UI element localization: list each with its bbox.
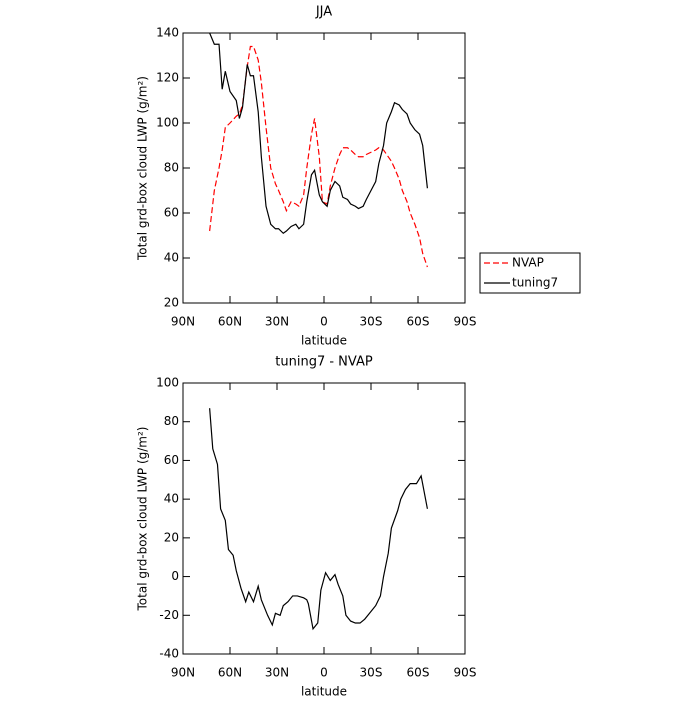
- x-tick-label: 30S: [360, 666, 383, 680]
- y-tick-label: 140: [156, 26, 179, 40]
- x-tick-label: 30N: [265, 666, 289, 680]
- y-tick-label: 100: [156, 376, 179, 390]
- y-tick-label: 60: [164, 453, 179, 467]
- legend-label: tuning7: [512, 276, 558, 290]
- x-tick-label: 60N: [218, 666, 242, 680]
- x-tick-label: 30N: [265, 315, 289, 329]
- y-axis-label: Total grd-box cloud LWP (g/m²): [136, 76, 150, 261]
- chart-title: JJA: [315, 5, 332, 20]
- data-line: [209, 45, 428, 268]
- x-tick-label: 60S: [407, 315, 430, 329]
- y-tick-label: 60: [164, 206, 179, 220]
- x-tick-label: 60N: [218, 315, 242, 329]
- x-tick-label: 0: [320, 666, 328, 680]
- y-tick-label: 20: [164, 530, 179, 544]
- x-tick-label: 90N: [171, 666, 195, 680]
- y-tick-label: 0: [171, 569, 179, 583]
- plot-frame: [182, 382, 466, 655]
- y-tick-label: -40: [159, 647, 179, 661]
- x-tick-label: 90N: [171, 315, 195, 329]
- legend-label: NVAP: [512, 256, 544, 270]
- plot-frame: [182, 32, 466, 304]
- y-tick-label: 80: [164, 161, 179, 175]
- x-tick-label: 60S: [407, 666, 430, 680]
- y-tick-label: 20: [164, 296, 179, 310]
- y-tick-label: 40: [164, 492, 179, 506]
- y-tick-label: 40: [164, 251, 179, 265]
- y-axis-label: Total grd-box cloud LWP (g/m²): [136, 427, 150, 612]
- x-axis-label: latitude: [301, 334, 347, 348]
- y-tick-label: 120: [156, 71, 179, 85]
- y-tick-label: -20: [159, 608, 179, 622]
- y-tick-label: 100: [156, 116, 179, 130]
- x-tick-label: 90S: [454, 666, 477, 680]
- x-tick-label: 0: [320, 315, 328, 329]
- y-tick-label: 80: [164, 414, 179, 428]
- x-tick-label: 90S: [454, 315, 477, 329]
- data-line: [209, 408, 428, 631]
- data-line: [209, 33, 428, 235]
- legend-box: [479, 252, 581, 294]
- x-tick-label: 30S: [360, 315, 383, 329]
- x-axis-label: latitude: [301, 685, 347, 699]
- chart-title: tuning7 - NVAP: [275, 355, 373, 370]
